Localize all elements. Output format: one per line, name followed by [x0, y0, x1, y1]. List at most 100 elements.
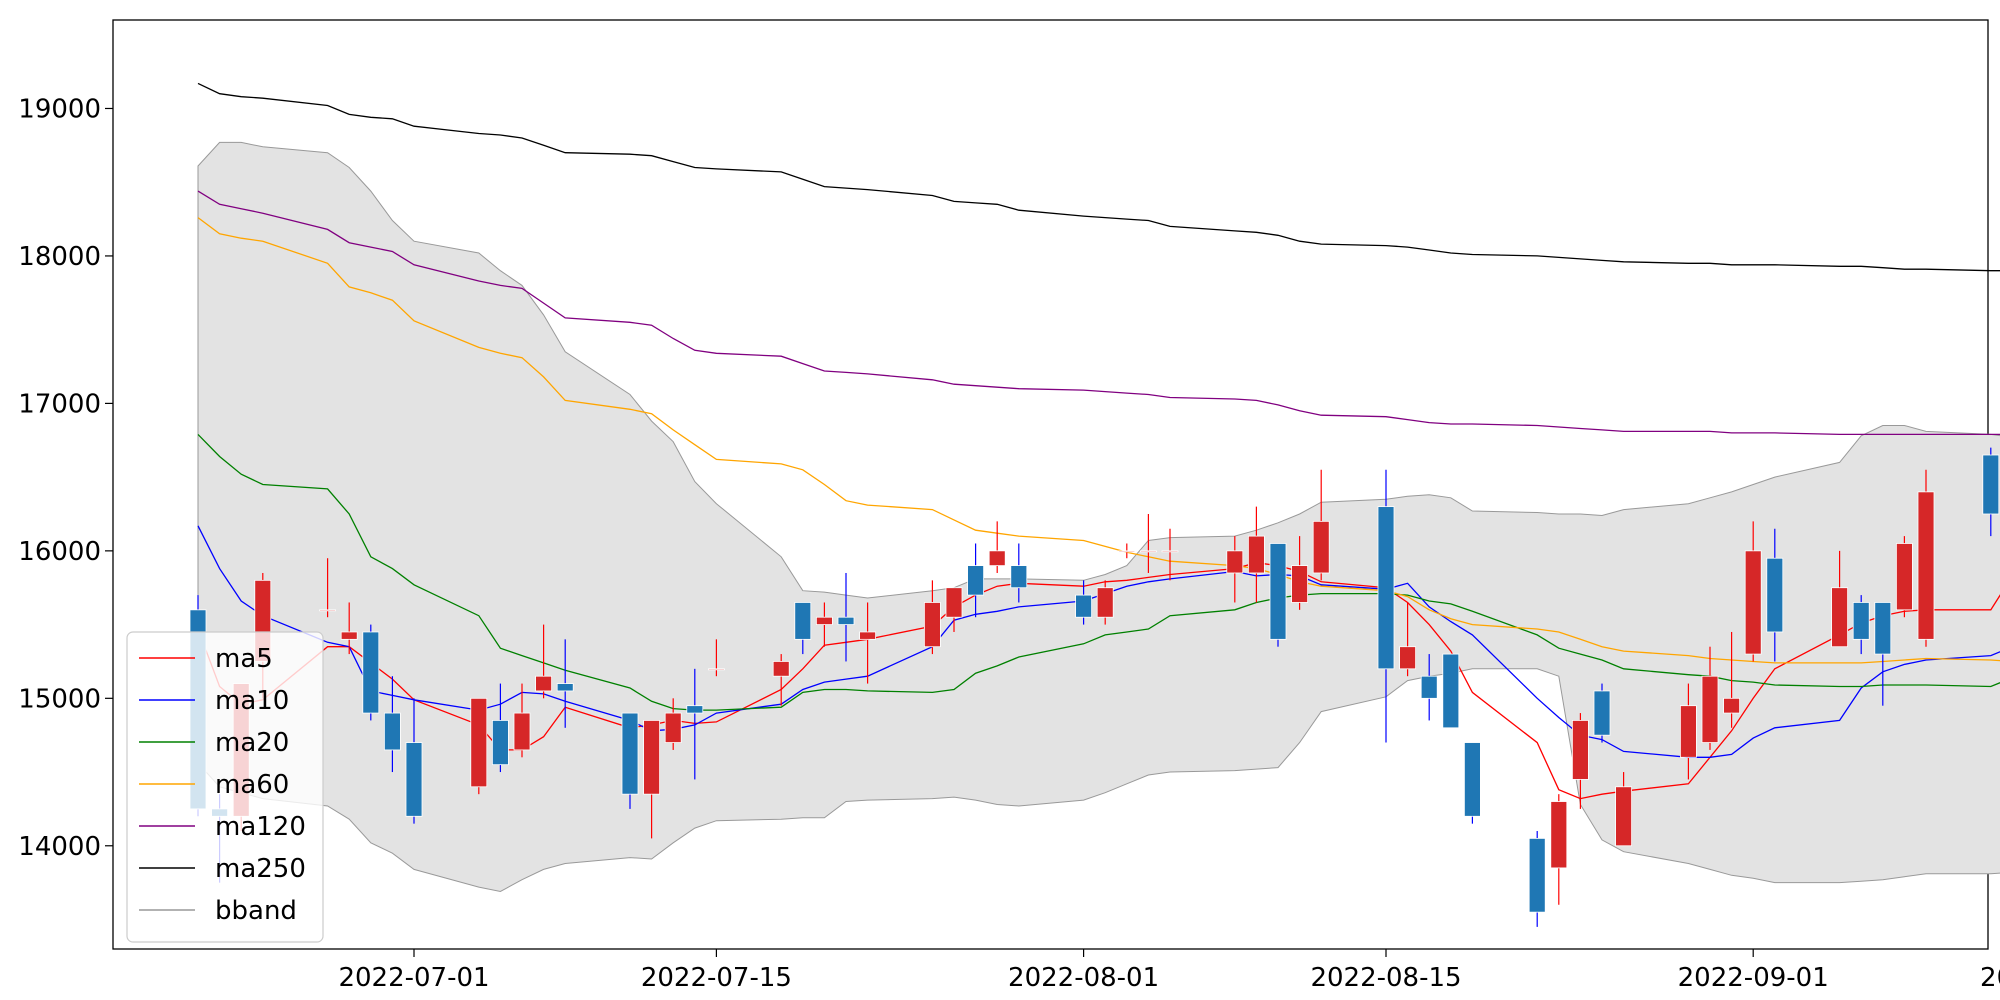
candle-body: [1917, 491, 1935, 640]
candle: [1723, 631, 1740, 728]
candle-body: [1226, 550, 1244, 574]
candle-body: [1269, 543, 1287, 640]
candle: [945, 587, 963, 632]
candle: [664, 698, 682, 750]
y-tick-label: 15000: [18, 684, 101, 714]
candle: [1226, 536, 1244, 603]
candle-body: [837, 616, 855, 625]
candle: [383, 676, 401, 773]
candle-body: [1075, 594, 1092, 618]
legend-label: ma5: [215, 644, 273, 674]
candle: [1680, 683, 1697, 780]
candle-body: [664, 712, 682, 743]
candle: [535, 624, 552, 699]
candle-body: [556, 683, 574, 692]
candle-body: [1291, 565, 1308, 603]
candle-body: [1248, 535, 1265, 574]
candle: [1118, 543, 1136, 559]
moving-averages: [197, 82, 2000, 800]
candle: [362, 624, 380, 721]
legend-label: ma10: [215, 686, 289, 716]
candle: [859, 602, 876, 684]
candle-body: [340, 631, 358, 640]
candle-body: [621, 712, 639, 795]
candle-body: [643, 720, 660, 795]
candle: [405, 698, 423, 824]
candle: [1831, 550, 1848, 648]
ma20-line: [197, 433, 2000, 711]
x-axis: 2022-07-01 2022-07-15 2022-08-01 2022-08-15…: [338, 949, 2000, 993]
candle: [1550, 794, 1568, 905]
candle-body: [1010, 565, 1028, 589]
candle: [772, 654, 790, 706]
candle: [794, 602, 812, 655]
candle: [1442, 653, 1460, 729]
candle-body: [967, 565, 984, 596]
x-tick-label: 2022-08-15: [1310, 963, 1461, 993]
candle-body: [1701, 675, 1719, 743]
x-tick-label: 2022-08-01: [1008, 963, 1159, 993]
candle: [513, 683, 531, 758]
candle-body: [1744, 550, 1762, 655]
candle: [1874, 602, 1892, 706]
candle: [1312, 469, 1330, 581]
y-tick-label: 17000: [18, 389, 101, 419]
candle: [988, 521, 1006, 573]
x-tick-label: 2022-07-01: [338, 963, 489, 993]
candle: [621, 712, 639, 809]
legend-entry: ma10: [139, 686, 289, 716]
candle: [708, 639, 725, 677]
candle: [1766, 528, 1784, 662]
ma250-line: [197, 82, 2000, 272]
ma10-line: [197, 525, 2000, 758]
candle-body: [362, 631, 380, 714]
candle-body: [816, 616, 833, 625]
candle: [924, 580, 941, 655]
candle-body: [1140, 550, 1157, 553]
candle: [1377, 469, 1395, 743]
legend-entry: ma120: [139, 812, 306, 842]
legend-label: ma120: [215, 812, 306, 842]
candle-body: [1399, 646, 1416, 670]
candle-body: [1118, 550, 1136, 553]
candle-body: [924, 602, 941, 648]
candle-body: [708, 668, 725, 671]
candle-body: [988, 550, 1006, 567]
ma120-line: [197, 190, 2000, 436]
candle: [1593, 683, 1611, 743]
bband-area: [197, 141, 2000, 893]
candle: [1852, 595, 1870, 655]
candle-body: [513, 712, 531, 751]
y-tick-label: 19000: [18, 94, 101, 124]
candle: [1269, 543, 1287, 647]
candle: [686, 668, 704, 780]
candle-body: [1420, 675, 1438, 699]
candle: [1917, 469, 1935, 647]
candle-body: [1680, 705, 1697, 758]
candle-body: [1572, 720, 1589, 780]
y-tick-label: 16000: [18, 537, 101, 567]
candle-body: [859, 631, 876, 640]
candle-body: [1615, 786, 1632, 847]
candle-body: [491, 720, 509, 766]
candle: [1420, 654, 1438, 721]
candle-body: [1464, 742, 1481, 817]
candle: [470, 697, 488, 795]
candle-body: [1593, 690, 1611, 736]
candle-body: [405, 742, 423, 817]
legend-entry: ma60: [139, 770, 289, 800]
legend-entry: ma20: [139, 728, 289, 758]
legend-label: ma250: [215, 854, 306, 884]
candle: [1572, 713, 1589, 809]
candle: [967, 543, 984, 618]
candle-body: [1161, 550, 1179, 553]
candle: [643, 720, 660, 839]
candle: [1982, 447, 2000, 537]
candle-body: [1831, 587, 1848, 648]
candle: [556, 639, 574, 728]
candle: [1140, 513, 1157, 573]
y-tick-label: 18000: [18, 242, 101, 272]
candle-body: [1896, 543, 1913, 611]
candle-body: [1528, 838, 1546, 913]
y-axis: 14000 15000 16000 17000 18000 19000: [18, 94, 113, 862]
